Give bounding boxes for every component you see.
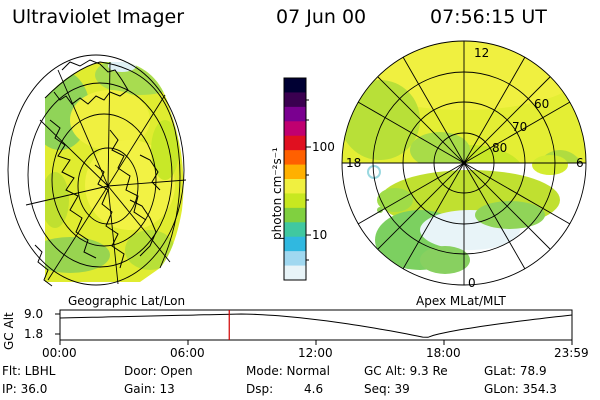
colorbar-band	[284, 78, 306, 93]
mlt-label-12: 12	[474, 46, 490, 60]
colorbar-band	[284, 121, 306, 137]
altitude-plot	[55, 309, 573, 345]
colorbar-band	[284, 193, 306, 209]
filter-info: Flt: LBHL	[2, 364, 56, 378]
mode-info: Mode: Normal	[246, 364, 330, 378]
instrument-title: Ultraviolet Imager	[12, 6, 185, 28]
mlat-label-70: 70	[512, 120, 528, 134]
geographic-image	[7, 54, 187, 287]
colorbar-band	[284, 164, 306, 180]
colorbar-band	[284, 150, 306, 166]
time-tick-0000: 00:00	[42, 346, 77, 360]
mlat-label-60: 60	[534, 97, 550, 111]
colorbar-band	[284, 106, 306, 122]
dsp-label: Dsp:	[246, 382, 274, 396]
colorbar-band	[284, 236, 306, 252]
gc-altitude-info: GC Alt: 9.3 Re	[364, 364, 448, 378]
dsp-value: 4.6	[304, 382, 324, 396]
gain-info: Gain: 13	[124, 382, 175, 396]
colorbar-tick-100: 100	[312, 140, 335, 154]
polar-image	[341, 40, 587, 286]
observation-time: 07:56:15 UT	[430, 6, 547, 28]
colorbar-band	[284, 222, 306, 238]
mlt-label-0: 0	[468, 276, 476, 290]
time-tick-0600: 06:00	[170, 346, 205, 360]
time-tick-1200: 12:00	[298, 346, 333, 360]
geographic-longitude-info: GLon: 354.3	[484, 382, 557, 396]
mlt-label-6: 6	[576, 156, 584, 170]
geographic-panel-label: Geographic Lat/Lon	[68, 294, 186, 308]
mlt-label-18: 18	[346, 156, 362, 170]
colorbar-band	[284, 135, 306, 151]
colorbar-band	[284, 265, 306, 281]
time-tick-2359: 23:59	[554, 346, 589, 360]
altitude-tick-low: 1.8	[24, 327, 44, 341]
observation-date: 07 Jun 00	[276, 6, 367, 28]
geographic-latitude-info: GLat: 78.9	[484, 364, 547, 378]
mlat-label-80: 80	[492, 141, 508, 155]
ip-info: IP: 36.0	[2, 382, 48, 396]
sequence-info: Seq: 39	[364, 382, 410, 396]
colorbar-band	[284, 92, 306, 108]
colorbar-band	[284, 251, 306, 267]
altitude-axis-label: GC Alt	[2, 312, 16, 350]
altitude-tick-high: 9.0	[24, 307, 44, 321]
colorbar-band	[284, 179, 306, 194]
door-info: Door: Open	[124, 364, 193, 378]
time-tick-1800: 18:00	[426, 346, 461, 360]
colorbar-unit-label: photon cm⁻²s⁻¹	[270, 147, 284, 240]
polar-panel-label: Apex MLat/MLT	[416, 294, 506, 308]
colorbar	[283, 77, 311, 281]
colorbar-band	[284, 207, 306, 223]
colorbar-tick-10: 10	[312, 228, 328, 242]
